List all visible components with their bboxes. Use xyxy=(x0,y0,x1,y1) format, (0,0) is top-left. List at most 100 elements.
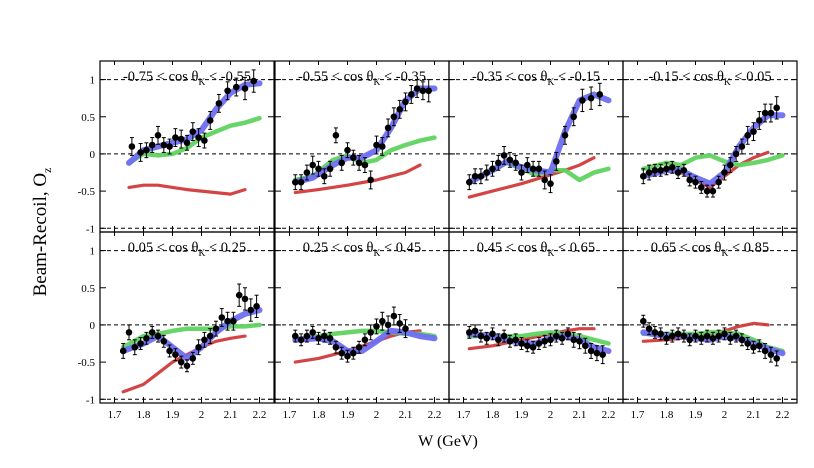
panel-label: -0.15 < cos θK < 0.05 xyxy=(648,69,771,88)
data-point xyxy=(564,330,572,338)
data-point xyxy=(529,165,537,173)
x-tick-label: 1.8 xyxy=(312,409,326,421)
data-point xyxy=(767,351,775,358)
x-tick-label: 1.9 xyxy=(166,409,180,421)
data-point xyxy=(189,128,197,135)
panel-label-sub: K xyxy=(724,78,731,88)
x-tick-label: 1.9 xyxy=(689,409,703,421)
x-tick-label: 2.1 xyxy=(399,409,413,421)
x-tick-label: 1.9 xyxy=(341,409,355,421)
data-point xyxy=(137,149,144,156)
x-tick-label: 1.7 xyxy=(283,409,297,421)
panel-frame xyxy=(99,231,275,404)
data-point xyxy=(350,154,357,161)
panel-label-main: -0.55 < cos θ xyxy=(298,69,374,85)
data-point xyxy=(761,347,769,355)
data-point xyxy=(756,117,763,124)
data-point xyxy=(732,332,740,340)
panel-label-sub: K xyxy=(548,78,555,88)
panel-frame xyxy=(622,60,798,233)
data-point xyxy=(750,128,757,135)
data-point xyxy=(657,166,664,174)
data-point xyxy=(315,165,322,173)
data-point xyxy=(773,355,780,362)
panel-label: -0.75 < cos θK < -0.55 xyxy=(123,69,251,88)
y-axis-title-sub: z xyxy=(40,168,54,173)
data-point xyxy=(727,161,734,169)
data-point xyxy=(390,113,398,121)
data-point xyxy=(570,336,577,344)
panel-label-range: < 0.25 xyxy=(205,240,246,256)
panel-label: 0.25 < cos θK < 0.45 xyxy=(303,240,421,259)
data-point xyxy=(373,323,380,330)
data-point xyxy=(367,176,375,184)
panel-label: 0.65 < cos θK < 0.85 xyxy=(651,240,769,259)
data-point xyxy=(292,332,299,340)
data-point xyxy=(183,139,191,147)
data-point xyxy=(576,337,583,345)
data-point xyxy=(669,164,676,171)
panel-6: 1.7 1.8 1.9 2 2.1 2.2 0.25 < cos θK < 0.45 xyxy=(274,231,450,421)
data-point xyxy=(338,349,346,357)
data-point xyxy=(703,187,711,195)
data-point xyxy=(518,340,525,347)
panel-label-main: -0.75 < cos θ xyxy=(123,69,199,85)
data-point xyxy=(721,330,728,338)
panel-1: -1 -0.5 0 0.5 1 -0.75 < cos θK < -0.55 xyxy=(78,60,275,235)
data-point xyxy=(541,176,548,184)
data-point xyxy=(355,159,363,167)
data-point xyxy=(303,332,311,340)
data-point xyxy=(587,347,595,355)
data-point xyxy=(651,166,659,174)
panel-4: -0.15 < cos θK < 0.05 xyxy=(622,60,798,233)
data-point xyxy=(166,143,173,150)
data-point xyxy=(384,321,392,329)
data-point xyxy=(402,325,409,332)
data-point xyxy=(773,104,780,112)
data-point xyxy=(761,109,769,117)
blue-model-band xyxy=(640,112,786,187)
data-point xyxy=(148,141,156,149)
panel-label: 0.05 < cos θK < 0.25 xyxy=(128,240,246,259)
x-tick-label: 1.9 xyxy=(515,409,529,421)
panel-frame xyxy=(448,60,624,233)
panel-label-main: 0.25 < cos θ xyxy=(303,240,374,256)
panel-label-sub: K xyxy=(374,78,381,88)
data-point xyxy=(674,330,682,338)
data-point xyxy=(738,336,746,344)
data-point xyxy=(680,166,688,174)
panel-label-sub: K xyxy=(548,249,555,259)
panel-grid: -1-0.500.51 -0.75 < cos θK < -0.55 -0.55 <… xyxy=(78,60,798,421)
data-point xyxy=(686,176,693,184)
blue-model-band xyxy=(292,327,438,354)
data-point xyxy=(593,349,601,357)
data-point xyxy=(524,161,531,169)
data-point xyxy=(692,178,699,186)
y-tick-label: 0.5 xyxy=(81,283,95,295)
data-point xyxy=(338,159,346,167)
data-point xyxy=(553,158,560,165)
data-point xyxy=(241,85,249,92)
data-point xyxy=(703,332,711,340)
data-point xyxy=(715,332,722,340)
panel-label-main: 0.65 < cos θ xyxy=(651,240,722,256)
panel-label-main: 0.45 < cos θ xyxy=(477,240,548,256)
red-model-band xyxy=(293,163,422,195)
data-point xyxy=(500,152,508,159)
data-point xyxy=(651,329,659,336)
green-model-band xyxy=(641,153,785,172)
x-tick-label: 1.8 xyxy=(137,409,151,421)
data-point xyxy=(477,172,485,180)
x-tick-label: 2 xyxy=(722,409,728,421)
panel-label-range: < 0.05 xyxy=(731,69,772,85)
panel-label-range: < -0.55 xyxy=(205,69,251,85)
x-tick-label: 1.8 xyxy=(660,409,674,421)
data-point xyxy=(715,178,722,186)
data-point xyxy=(201,336,208,344)
data-point xyxy=(582,342,589,350)
data-point xyxy=(177,358,185,366)
panel-label-sub: K xyxy=(374,249,381,259)
data-point xyxy=(686,336,693,344)
panel-label: -0.35 < cos θK < -0.15 xyxy=(472,69,600,88)
data-point xyxy=(128,143,136,150)
